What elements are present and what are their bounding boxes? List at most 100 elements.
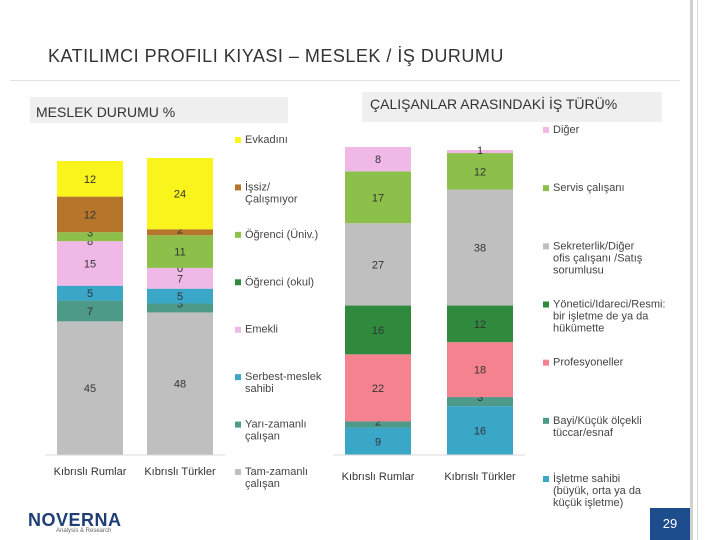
legend-swatch-1-5 [543, 417, 549, 424]
bar-segment-1-0-5 [345, 171, 411, 224]
category-label-1-1: Kıbrıslı Türkler [444, 471, 516, 483]
segment-label-0-1-3: 7 [177, 273, 183, 285]
bar-segment-0-1-3 [147, 267, 213, 289]
bar-segment-1-0-6 [345, 146, 411, 172]
title-divider [10, 80, 680, 81]
legend-label-1-2-1: ofis çalışanı /Satış [553, 252, 643, 264]
segment-label-0-1-7: 24 [174, 189, 186, 201]
bar-segment-1-1-4 [447, 189, 513, 306]
segment-label-0-0-3: 15 [84, 258, 96, 270]
segment-label-1-0-1: 2 [375, 416, 381, 428]
bar-segment-1-1-6 [447, 150, 513, 154]
segment-label-0-1-1: 3 [177, 299, 183, 311]
segment-label-1-1-0: 16 [474, 426, 486, 438]
segment-label-0-0-0: 45 [84, 383, 96, 395]
bar-segment-0-0-0 [57, 321, 123, 455]
legend-label-1-6-1: (büyük, orta ya da [553, 485, 642, 497]
page-number: 29 [650, 508, 690, 540]
legend-label-0-6-1: çalışan [245, 431, 280, 443]
noverna-logo: NOVERNA [28, 510, 122, 530]
legend-swatch-1-6 [543, 476, 549, 482]
legend-label-1-2-2: sorumlusu [553, 264, 604, 276]
right-panel-title: ÇALIŞANLAR ARASINDAKİ İŞ TÜRÜ% [362, 92, 662, 122]
legend-label-1-6-2: küçük işletme) [553, 497, 623, 509]
legend-swatch-0-1 [235, 184, 241, 191]
left-panel-title: MESLEK DURUMU % [30, 97, 288, 123]
segment-label-0-0-7: 12 [84, 174, 96, 186]
segment-label-1-1-4: 38 [474, 243, 486, 255]
legend-swatch-0-2 [235, 231, 241, 238]
segment-label-1-0-2: 22 [372, 383, 384, 395]
bar-segment-0-0-3 [57, 241, 123, 286]
bar-segment-0-1-6 [147, 229, 213, 236]
bar-segment-0-1-0 [147, 312, 213, 455]
bar-segment-0-1-5 [147, 235, 213, 268]
legend-label-0-0-0: Evkadını [245, 134, 288, 146]
legend-label-0-1-0: İşsiz/ [245, 180, 271, 193]
legend-swatch-0-7 [235, 469, 241, 475]
legend-label-0-5-1: sahibi [245, 383, 274, 395]
slide-border [690, 0, 693, 540]
segment-label-0-0-1: 7 [87, 306, 93, 318]
segment-label-1-0-6: 8 [375, 154, 381, 166]
legend-label-1-6-0: İşletme sahibi [553, 472, 620, 485]
slide-title: KATILIMCI PROFILI KIYASI – MESLEK / İŞ D… [48, 46, 504, 66]
legend-swatch-0-4 [235, 326, 241, 333]
segment-label-1-0-0: 9 [375, 436, 381, 448]
segment-label-0-1-6: 2 [177, 224, 183, 236]
legend-label-0-3-0: Öğrenci (okul) [245, 276, 314, 288]
legend-label-1-4-0: Profesyoneller [553, 357, 624, 369]
category-label-1-0: Kıbrıslı Rumlar [342, 471, 415, 483]
legend-swatch-0-5 [235, 374, 241, 381]
legend-label-1-2-0: Sekreterlik/Diğer [553, 240, 635, 252]
segment-label-0-1-4: 0 [177, 263, 183, 275]
legend-swatch-0-0 [235, 137, 241, 143]
legend-label-0-1-1: Çalışmıyor [245, 193, 298, 205]
legend-swatch-1-2 [543, 243, 549, 250]
legend-label-0-2-0: Öğrenci (Üniv.) [245, 229, 318, 241]
bar-segment-0-0-7 [57, 160, 123, 197]
legend-label-1-5-1: tüccar/esnaf [553, 427, 614, 439]
legend-swatch-1-0 [543, 127, 549, 133]
segment-label-0-1-2: 5 [177, 291, 183, 303]
legend-swatch-0-3 [235, 279, 241, 286]
bar-segment-1-0-0 [345, 427, 411, 455]
legend-label-1-3-1: bir işletme de ya da [553, 311, 649, 323]
bar-segment-1-1-3 [447, 305, 513, 343]
legend-swatch-1-3 [543, 301, 549, 308]
segment-label-1-0-5: 17 [372, 192, 384, 204]
legend-label-1-3-0: Yönetici/Idareci/Resmi: [553, 299, 666, 311]
segment-label-1-1-5: 12 [474, 166, 486, 178]
bar-segment-1-0-3 [345, 305, 411, 355]
legend-label-0-7-1: çalışan [245, 478, 280, 490]
segment-label-0-1-0: 48 [174, 379, 186, 391]
bar-segment-1-1-5 [447, 153, 513, 190]
segment-label-0-0-2: 5 [87, 288, 93, 300]
legend-label-0-5-0: Serbest-meslek [245, 371, 322, 383]
bar-segment-0-1-1 [147, 303, 213, 313]
bar-segment-0-0-5 [57, 232, 123, 242]
legend-swatch-1-4 [543, 359, 549, 366]
bar-segment-1-0-1 [345, 421, 411, 428]
bar-segment-0-0-2 [57, 285, 123, 301]
bar-segment-0-0-6 [57, 196, 123, 233]
legend-label-1-3-2: hükümette [553, 323, 604, 335]
legend-label-1-1-0: Servis çalışanı [553, 182, 625, 194]
bar-segment-1-0-4 [345, 223, 411, 306]
legend-label-0-4-0: Emekli [245, 324, 278, 336]
slide-border-inner [697, 0, 698, 540]
segment-label-1-0-3: 16 [372, 325, 384, 337]
segment-label-1-1-1: 3 [477, 392, 483, 404]
legend-label-1-0-0: Diğer [553, 124, 580, 136]
legend-swatch-1-1 [543, 185, 549, 192]
segment-label-0-0-6: 12 [84, 209, 96, 221]
bar-segment-1-1-2 [447, 342, 513, 398]
segment-label-1-0-4: 27 [372, 259, 384, 271]
bar-segment-1-1-0 [447, 406, 513, 455]
segment-label-0-0-4: 8 [87, 236, 93, 248]
legend-label-1-5-0: Bayi/Küçük ölçekli [553, 415, 642, 427]
bar-segment-0-1-2 [147, 288, 213, 304]
logo-subtitle: Analysis & Research [56, 528, 112, 534]
bar-segment-1-0-2 [345, 354, 411, 422]
